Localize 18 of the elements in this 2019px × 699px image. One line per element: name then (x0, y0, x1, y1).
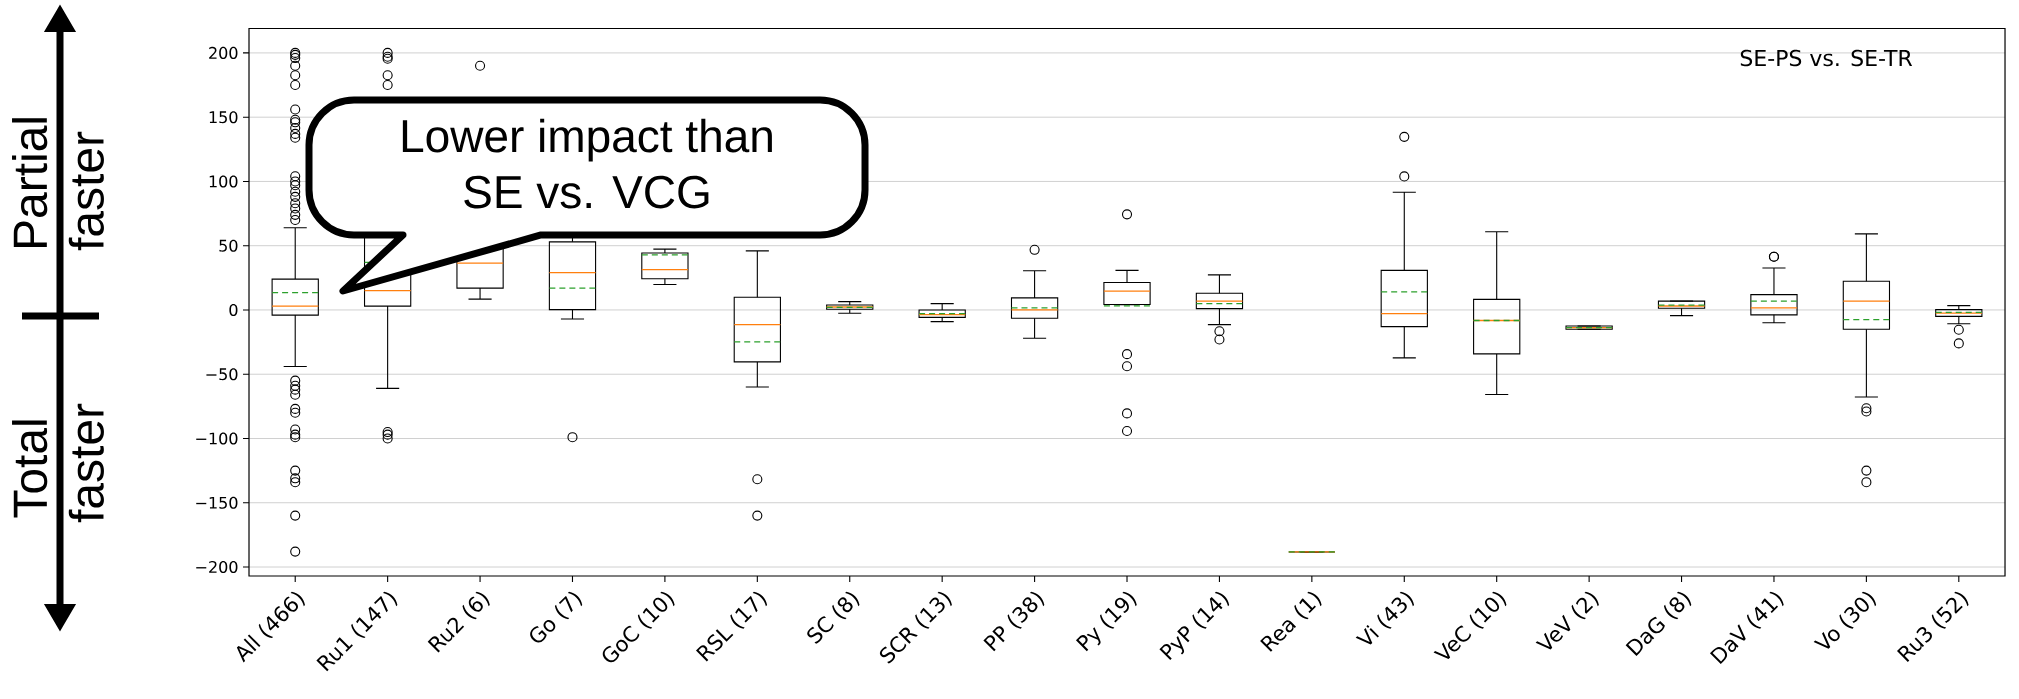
y-tick-label: 0 (229, 303, 238, 317)
y-tick-label: −200 (196, 560, 238, 574)
text: Total faster (12, 403, 104, 523)
y-tick-label: −50 (206, 368, 238, 381)
x-tick-label: SC (8) (807, 591, 860, 644)
x-tick-label: VeV (2) (1535, 591, 1599, 650)
y-tick-label: 50 (219, 239, 238, 252)
annotation: SE-PS vs. SE-TR (1740, 49, 1913, 67)
text: Partial faster (12, 118, 104, 251)
x-tick-label: Rea (1) (1260, 591, 1322, 652)
y-tick-label: −100 (196, 432, 238, 445)
y-tick-label: 100 (209, 175, 238, 188)
y-tick-label: 200 (209, 46, 238, 59)
annotation: SE vs. VCG (464, 175, 709, 209)
y-tick-label: −150 (196, 496, 238, 509)
y-tick-label: 150 (209, 111, 238, 124)
x-tick-label: Go (7) (530, 591, 583, 643)
annotation: Lower impact than (402, 118, 772, 162)
